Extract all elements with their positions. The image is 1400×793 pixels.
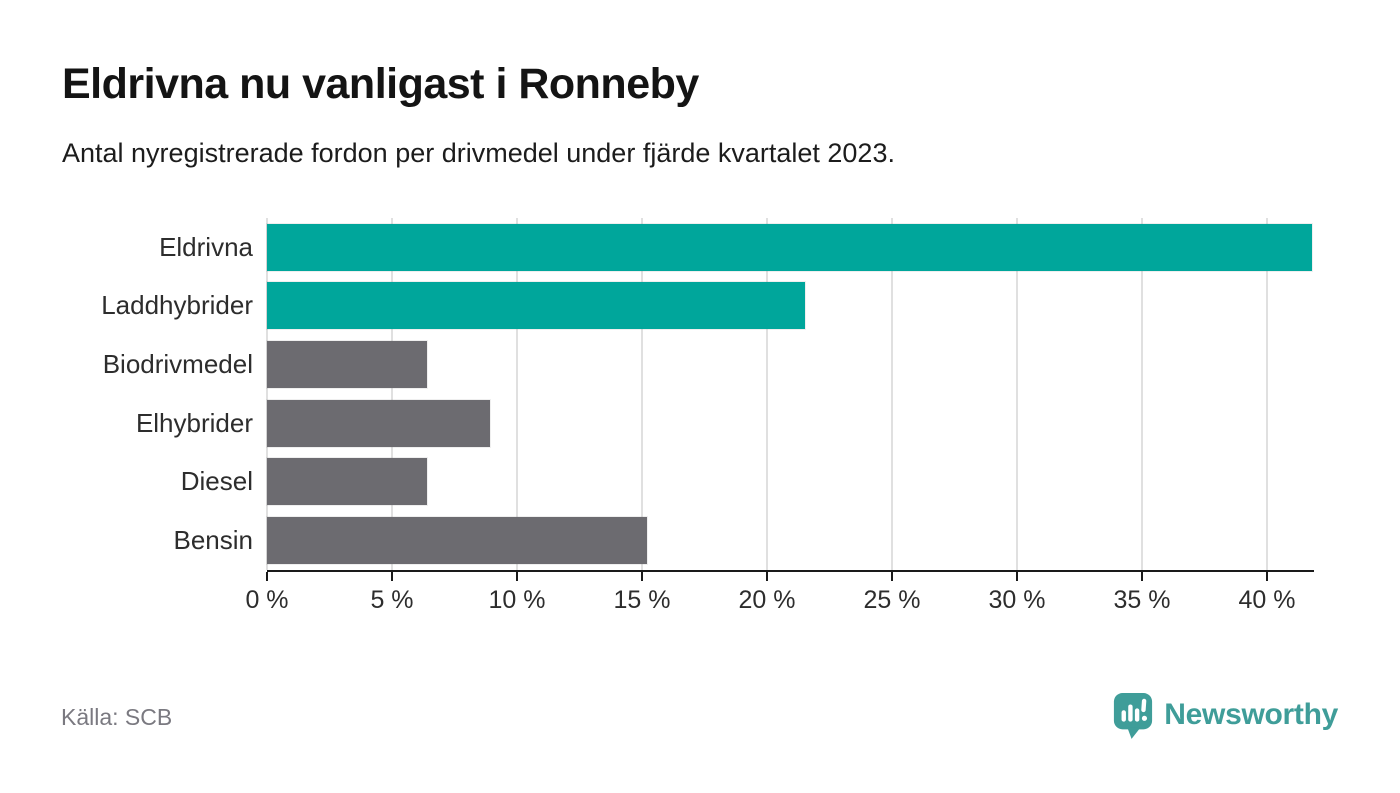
- axis-tick-label: 0 %: [245, 586, 289, 614]
- bar-eldrivna: [267, 223, 1312, 271]
- category-labels: Eldrivna Laddhybrider Biodrivmedel Elhybrid…: [0, 218, 253, 570]
- bar-bensin: [267, 517, 647, 565]
- category-label: Bensin: [173, 525, 254, 556]
- x-axis-tick-labels: 0 % 5 % 10 % 15 % 20 % 25 % 30 % 35 % 40 %: [245, 586, 1312, 618]
- bar-biodrivmedel: [267, 341, 427, 389]
- category-label: Laddhybrider: [101, 290, 253, 321]
- axis-tick: [1266, 572, 1268, 581]
- axis-tick-label: 30 %: [988, 586, 1046, 614]
- axis-tick-label: 15 %: [613, 586, 671, 614]
- bar-laddhybrider: [267, 282, 805, 330]
- axis-tick-label: 40 %: [1238, 586, 1296, 614]
- bar-row: [267, 218, 1312, 277]
- axis-tick: [266, 572, 268, 581]
- chart-subtitle: Antal nyregistrerade fordon per drivmede…: [62, 138, 895, 168]
- axis-tick: [391, 572, 393, 581]
- gridline: [641, 218, 643, 570]
- bar-row: [267, 511, 1312, 570]
- bar-elhybrider: [267, 399, 490, 447]
- bar-row: [267, 394, 1312, 453]
- gridline: [766, 218, 768, 570]
- chart-title: Eldrivna nu vanligast i Ronneby: [62, 60, 699, 108]
- x-axis-line: [267, 570, 1314, 572]
- category-label: Diesel: [180, 466, 253, 497]
- category-label: Elhybrider: [135, 407, 253, 438]
- x-axis-ticks: [266, 572, 1312, 582]
- gridline: [891, 218, 893, 570]
- axis-tick-label: 10 %: [488, 586, 546, 614]
- gridline: [391, 218, 393, 570]
- gridline: [1016, 218, 1018, 570]
- bar-row: [267, 335, 1312, 394]
- category-label: Biodrivmedel: [102, 349, 253, 380]
- bar-row: [267, 453, 1312, 512]
- axis-tick-label: 35 %: [1113, 586, 1171, 614]
- bar-row: [267, 277, 1312, 336]
- gridline: [1141, 218, 1143, 570]
- plot-area: [266, 218, 1312, 570]
- newsworthy-brand-text: Newsworthy: [1164, 698, 1338, 731]
- axis-tick: [641, 572, 643, 581]
- source-note: Källa: SCB: [61, 704, 173, 730]
- axis-tick-label: 20 %: [738, 586, 796, 614]
- newsworthy-logo-icon: [1112, 691, 1154, 739]
- category-label: Eldrivna: [159, 231, 253, 262]
- gridline: [516, 218, 518, 570]
- newsworthy-brand-link[interactable]: Newsworthy: [1112, 691, 1338, 739]
- bar-diesel: [267, 458, 427, 506]
- axis-tick-label: 5 %: [370, 586, 414, 614]
- gridline: [266, 218, 268, 570]
- axis-tick: [1141, 572, 1143, 581]
- gridline: [1266, 218, 1268, 570]
- axis-tick-label: 25 %: [863, 586, 921, 614]
- axis-tick: [1016, 572, 1018, 581]
- axis-tick: [766, 572, 768, 581]
- axis-tick: [891, 572, 893, 581]
- axis-tick: [516, 572, 518, 581]
